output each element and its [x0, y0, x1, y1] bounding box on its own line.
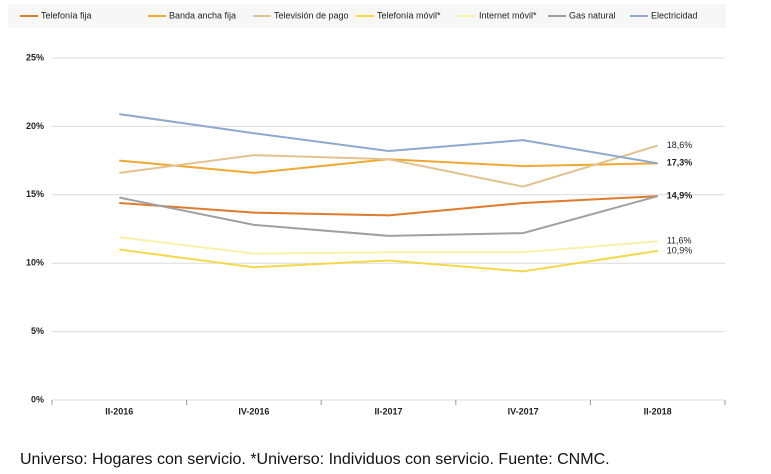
series-line [119, 195, 658, 237]
x-tick-label: IV-2016 [238, 406, 269, 416]
y-tick-label: 5% [31, 326, 44, 336]
y-tick-label: 15% [26, 189, 44, 199]
value-label: 10,9% [667, 245, 693, 255]
legend-label: Televisión de pago [274, 10, 349, 20]
value-label: 11,6% [667, 236, 692, 246]
x-tick-label: II-2018 [644, 406, 672, 416]
footnote: Universo: Hogares con servicio. *Univers… [20, 451, 610, 468]
legend-label: Gas natural [569, 10, 616, 20]
x-tick-label: IV-2017 [508, 406, 539, 416]
series-line [119, 195, 658, 217]
legend-label: Telefonía móvil* [377, 10, 441, 20]
value-label: 18,6% [667, 140, 693, 150]
x-tick-label: II-2016 [105, 406, 133, 416]
series-line [119, 144, 658, 188]
y-tick-label: 0% [31, 394, 44, 404]
series-line [119, 236, 658, 255]
legend-label: Internet móvil* [479, 10, 537, 20]
value-label: 14,9% [667, 191, 693, 201]
value-label: 17,3% [667, 158, 693, 168]
series-line [119, 248, 658, 273]
y-tick-label: 25% [26, 52, 44, 62]
series-line [119, 113, 658, 165]
y-tick-label: 20% [26, 121, 44, 131]
legend-label: Telefonía fija [41, 10, 92, 20]
y-tick-label: 10% [26, 258, 44, 268]
legend-label: Electricidad [651, 10, 698, 20]
legend-label: Banda ancha fija [169, 10, 236, 20]
x-tick-label: II-2017 [374, 406, 402, 416]
